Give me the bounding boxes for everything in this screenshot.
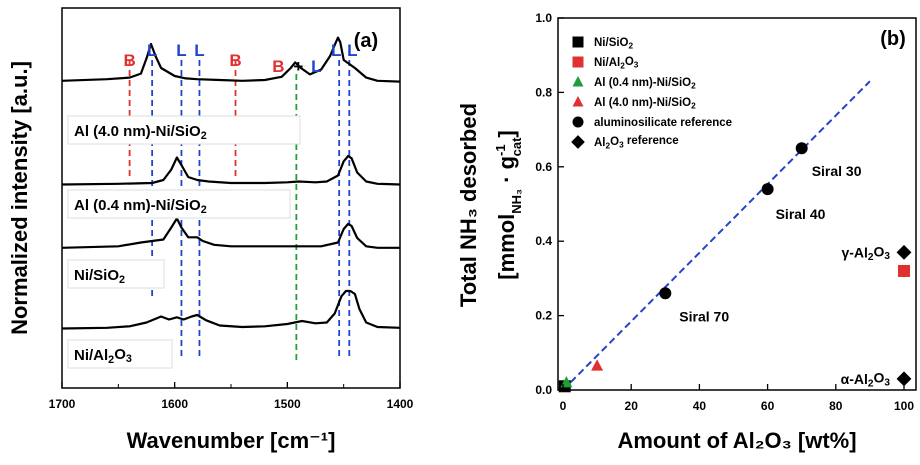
data-point-4-0 — [659, 287, 672, 300]
trace-label-0: Al (4.0 nm)-Ni/SiO2 — [74, 123, 207, 142]
point-label-5-1: α-Al2O3 — [841, 370, 891, 390]
panel-a-spectra — [61, 36, 401, 330]
panel-b-y-ticks: 0.0 0.2 0.4 0.6 0.8 1.0 — [535, 11, 564, 397]
panel-b-fit-line — [562, 80, 871, 391]
legend-label-0: Ni/SiO2 — [594, 37, 634, 50]
legend-label-4: aluminosilicate reference — [594, 117, 732, 129]
legend-marker-5 — [571, 135, 585, 149]
trace-label-box-1 — [67, 189, 291, 219]
legend-marker-1 — [572, 56, 584, 68]
peak-label-2: L — [176, 41, 186, 60]
b-x-tick-label-0: 0 — [560, 399, 567, 413]
point-label-4-2: Siral 30 — [812, 163, 862, 179]
b-y-tick-label-0: 0.0 — [535, 383, 552, 397]
peak-label-6: L — [331, 41, 341, 60]
data-point-5-0 — [896, 244, 912, 260]
b-y-tick-label-3: 0.6 — [535, 160, 552, 174]
panel-a-x-ticks: 1700 1600 1500 1400 — [49, 382, 414, 411]
trace-label-box-0 — [67, 115, 301, 145]
point-label-4-0: Siral 70 — [679, 308, 729, 324]
panel-b-x-axis-label: Amount of Al₂O₃ [wt%] — [617, 428, 856, 453]
data-point-5-1 — [896, 371, 912, 387]
panel-a-x-axis-label: Wavenumber [cm⁻¹] — [127, 428, 336, 453]
panel-a-trace-labels: Al (4.0 nm)-Ni/SiO2 Al (0.4 nm)-Ni/SiO2 Ni… — [67, 115, 301, 369]
b-x-tick-label-5: 100 — [894, 399, 914, 413]
panel-b-y-axis-label-line2: [mmolNH₃ · g-1cat] — [493, 130, 524, 279]
b-y-tick-label-4: 0.8 — [535, 85, 552, 99]
peak-label-4: B — [229, 51, 241, 70]
a-x-tick-label-1: 1600 — [161, 397, 188, 411]
b-y-tick-label-5: 1.0 — [535, 11, 552, 25]
panel-b-point-labels: Siral 70 Siral 40 Siral 30 γ-Al2O3 α-Al2O3 — [679, 163, 890, 389]
peak-label-3: L — [194, 41, 204, 60]
legend-marker-2 — [572, 76, 584, 87]
legend-label-3: Al (4.0 nm)-Ni/SiO2 — [594, 97, 696, 110]
panel-a-peak-labels: BL L LB B + LL L — [123, 41, 357, 76]
b-y-tick-label-2: 0.4 — [535, 234, 552, 248]
peak-label-7: L — [347, 41, 357, 60]
point-label-5-0: γ-Al2O3 — [841, 243, 890, 263]
a-x-tick-label-3: 1400 — [387, 397, 414, 411]
point-label-4-1: Siral 40 — [776, 206, 826, 222]
data-point-4-1 — [761, 183, 774, 196]
panel-a-y-axis-label: Normalized intensity [a.u.] — [7, 61, 32, 335]
trace-label-box-2 — [67, 259, 165, 289]
panel-b-y-axis-label-line1: Total NH₃ desorbed — [456, 103, 481, 307]
peak-label-plus-5: + — [293, 57, 303, 76]
peak-label-l-5: L — [311, 57, 321, 76]
fit-line — [562, 80, 871, 391]
b-x-tick-label-3: 60 — [761, 399, 775, 413]
a-x-tick-label-0: 1700 — [49, 397, 76, 411]
b-x-tick-label-2: 40 — [693, 399, 707, 413]
trace-label-2: Ni/SiO2 — [74, 267, 125, 286]
legend-label-2: Al (0.4 nm)-Ni/SiO2 — [594, 77, 696, 90]
peak-label-0: B — [123, 51, 135, 70]
panel-b-nh3-scatter: Siral 70 Siral 40 Siral 30 γ-Al2O3 α-Al2O3 N… — [456, 11, 917, 453]
spectrum-line-3 — [61, 289, 401, 330]
legend-label-5: Al2O3 reference — [594, 135, 679, 150]
a-x-tick-label-2: 1500 — [274, 397, 301, 411]
peak-label-1: L — [147, 41, 157, 60]
panel-a-tag: (a) — [354, 30, 378, 52]
data-point-1-0 — [898, 264, 910, 277]
data-point-4-2 — [795, 142, 808, 155]
spectrum-line-2 — [61, 217, 400, 249]
trace-label-box-3 — [67, 339, 173, 369]
spectrum-line-0 — [61, 36, 401, 83]
b-y-tick-label-1: 0.2 — [535, 309, 552, 323]
trace-label-1: Al (0.4 nm)-Ni/SiO2 — [74, 197, 207, 216]
panel-b-x-ticks: 0 20 40 60 80 100 — [560, 384, 914, 413]
b-x-tick-label-4: 80 — [829, 399, 843, 413]
panel-b-tag: (b) — [880, 28, 906, 50]
b-x-tick-label-1: 20 — [625, 399, 639, 413]
legend-marker-0 — [572, 36, 584, 48]
panel-b-points — [558, 142, 912, 393]
spectrum-line-1 — [61, 154, 401, 186]
legend-marker-3 — [572, 96, 584, 107]
peak-label-b-5: B — [272, 57, 284, 76]
legend-marker-4 — [572, 116, 584, 128]
trace-label-3: Ni/Al2O3 — [74, 346, 132, 366]
panel-b-legend: Ni/SiO2 Ni/Al2O3 Al (0.4 nm)-Ni/SiO2 Al (4.… — [571, 36, 732, 150]
panel-b-plot-frame — [557, 17, 917, 391]
legend-label-1: Ni/Al2O3 — [594, 56, 639, 70]
data-point-3-0 — [591, 359, 604, 371]
